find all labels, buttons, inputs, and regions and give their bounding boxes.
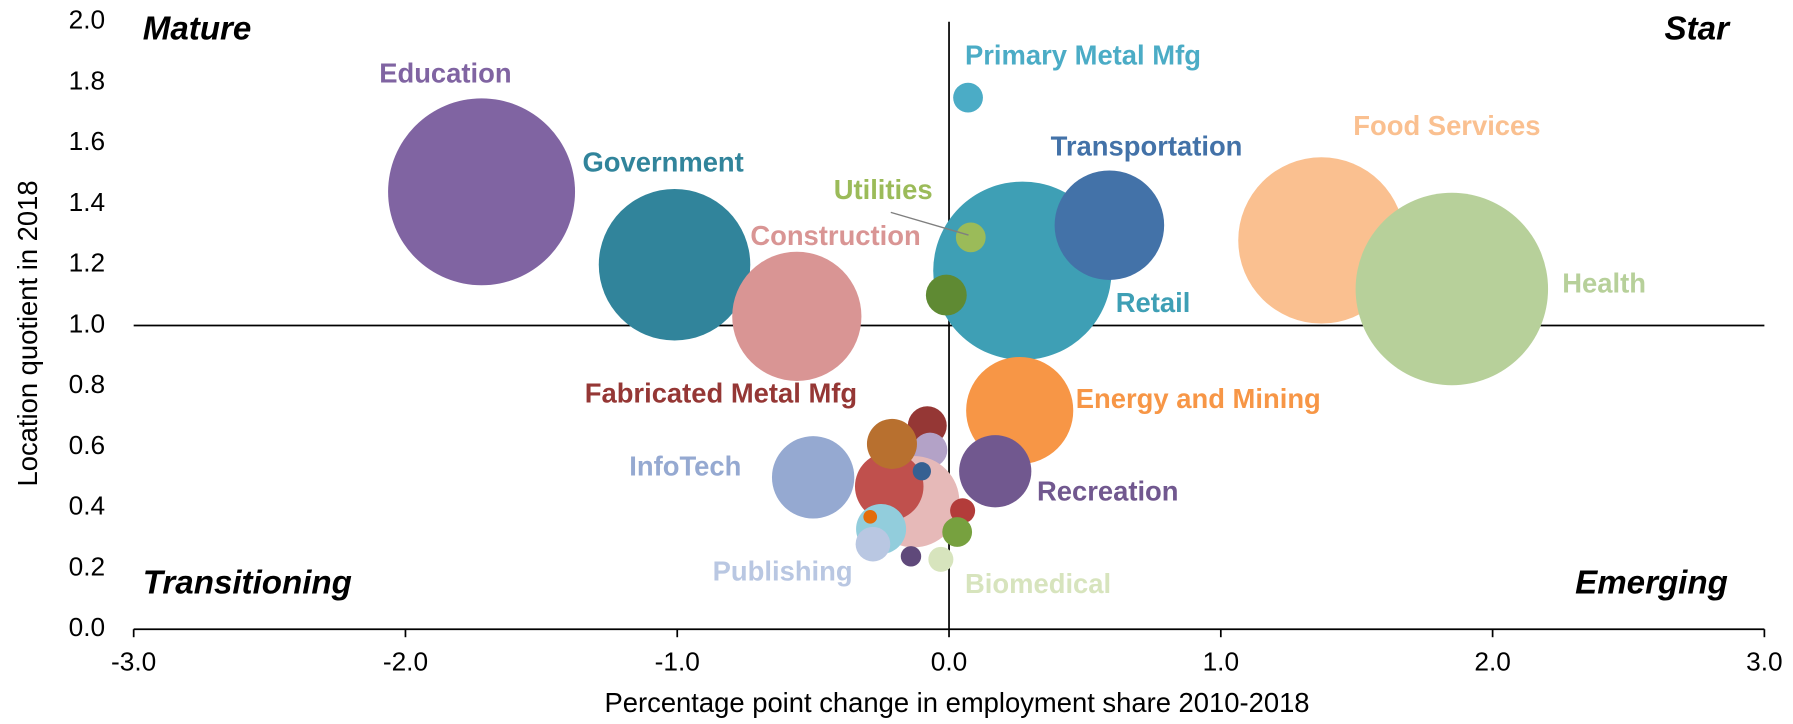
bubble-label: Government	[582, 147, 743, 178]
x-tick-label: 2.0	[1474, 646, 1511, 676]
y-tick-label: 1.0	[69, 308, 105, 338]
bubble-label: Construction	[750, 220, 920, 251]
bubble	[959, 435, 1032, 508]
y-tick-label: 1.6	[69, 126, 105, 156]
bubble-label: Utilities	[834, 174, 933, 205]
x-tick-label: 1.0	[1203, 646, 1239, 676]
bubble-label: Food Services	[1353, 110, 1540, 141]
bubble	[950, 498, 976, 524]
bubble	[942, 517, 973, 547]
y-tick-label: 1.2	[69, 248, 105, 278]
bubble	[1355, 192, 1549, 386]
bubble	[732, 251, 862, 381]
y-tick-label: 0.4	[69, 491, 105, 521]
bubble	[854, 452, 924, 521]
bubble	[388, 98, 576, 286]
bubble	[866, 418, 917, 469]
quadrant-label: Mature	[143, 11, 252, 48]
x-tick-label: -3.0	[111, 646, 156, 676]
y-tick-label: 0.2	[69, 551, 105, 581]
y-tick-label: 0.0	[69, 612, 105, 642]
y-tick-label: 1.8	[69, 65, 105, 95]
bubble	[925, 274, 967, 316]
bubble-label: Publishing	[713, 555, 853, 586]
bubble-label: Fabricated Metal Mfg	[585, 377, 857, 408]
leader-line	[890, 211, 969, 236]
x-axis-label: Percentage point change in employment sh…	[605, 687, 1310, 718]
bubble	[953, 82, 983, 113]
bubble	[771, 436, 855, 519]
y-tick-label: 1.4	[69, 187, 105, 217]
y-tick-label: 0.6	[69, 430, 105, 460]
bubble	[598, 188, 751, 341]
bubble-label: Primary Metal Mfg	[965, 39, 1201, 70]
bubble-label: Recreation	[1037, 476, 1179, 507]
bubble-label: Transportation	[1051, 131, 1243, 162]
bubble	[855, 526, 891, 562]
x-tick-label: -2.0	[383, 646, 428, 676]
bubble-label: InfoTech	[629, 450, 741, 481]
bubble-label: Education	[379, 58, 511, 89]
quadrant-label: Star	[1665, 11, 1732, 48]
x-tick-label: 3.0	[1746, 646, 1782, 676]
bubble-label: Retail	[1116, 287, 1191, 318]
bubble	[900, 546, 922, 567]
bubble-label: Energy and Mining	[1076, 383, 1321, 414]
bubble	[1054, 170, 1165, 280]
y-tick-label: 0.8	[69, 369, 105, 399]
y-axis-label: Location quotient in 2018	[12, 180, 43, 486]
bubble	[928, 546, 954, 572]
y-tick-label: 2.0	[69, 5, 105, 35]
x-tick-label: 0.0	[931, 646, 968, 676]
x-tick-label: -1.0	[655, 646, 700, 676]
quadrant-label: Transitioning	[143, 564, 352, 601]
quadrant-label: Emerging	[1575, 564, 1728, 601]
bubble	[912, 462, 931, 481]
bubble	[955, 222, 986, 253]
bubble-label: Biomedical	[965, 568, 1111, 599]
bubble-label: Health	[1562, 268, 1646, 299]
bubble	[863, 509, 878, 524]
